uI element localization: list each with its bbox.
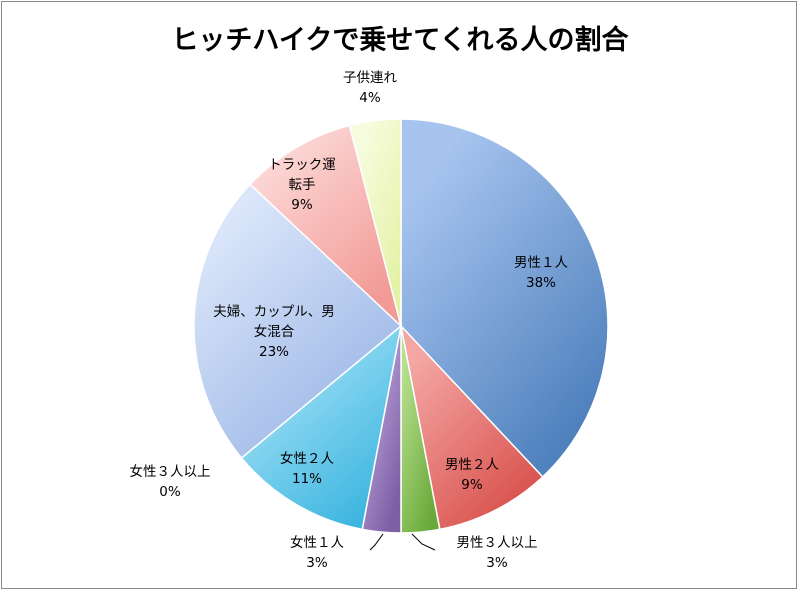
slice-percent-label: 9% bbox=[461, 477, 483, 493]
slice-category-label: 男性３人以上 bbox=[457, 535, 538, 551]
slice-category-label: 女性２人 bbox=[280, 450, 334, 467]
slice-percent-label: 9% bbox=[291, 197, 313, 213]
slice-percent-label: 38% bbox=[526, 275, 556, 291]
slice-percent-label: 4% bbox=[359, 90, 381, 106]
pie-slices bbox=[193, 118, 609, 534]
leader-line bbox=[369, 533, 384, 551]
slice-percent-label: 0% bbox=[159, 484, 181, 500]
pie-slice bbox=[400, 118, 609, 478]
leader-lines bbox=[369, 533, 436, 551]
slice-category-label: 子供連れ bbox=[343, 70, 397, 86]
chart-title: ヒッチハイクで乗せてくれる人の割合 bbox=[171, 25, 629, 56]
pie-slice bbox=[193, 183, 403, 460]
slice-category-label: トラック運 bbox=[268, 157, 336, 173]
slice-percent-label: 3% bbox=[486, 555, 508, 571]
slice-category-label: 女性３人以上 bbox=[130, 463, 211, 480]
slice-category-label: 転手 bbox=[289, 177, 316, 193]
slice-category-label: 女性１人 bbox=[290, 534, 344, 551]
slice-category-label: 男性１人 bbox=[514, 255, 568, 271]
slice-category-label: 夫婦、カップル、男 bbox=[213, 303, 335, 320]
pie-slice bbox=[249, 124, 403, 329]
slice-category-label: 男性２人 bbox=[445, 457, 499, 473]
pie-slice bbox=[240, 324, 403, 531]
pie-slice bbox=[348, 118, 402, 327]
slice-percent-label: 3% bbox=[306, 555, 328, 571]
slice-percent-label: 23% bbox=[259, 344, 289, 360]
leader-line bbox=[411, 533, 436, 551]
pie-slice bbox=[399, 323, 544, 531]
slice-labels: 男性１人 38% 男性２人 9% 男性３人以上 3% 女性１人 3% 女性３人以上 0% 女性２人 1… bbox=[130, 70, 569, 571]
slice-category-label: 女混合 bbox=[254, 323, 295, 340]
slice-percent-label: 11% bbox=[292, 471, 322, 487]
